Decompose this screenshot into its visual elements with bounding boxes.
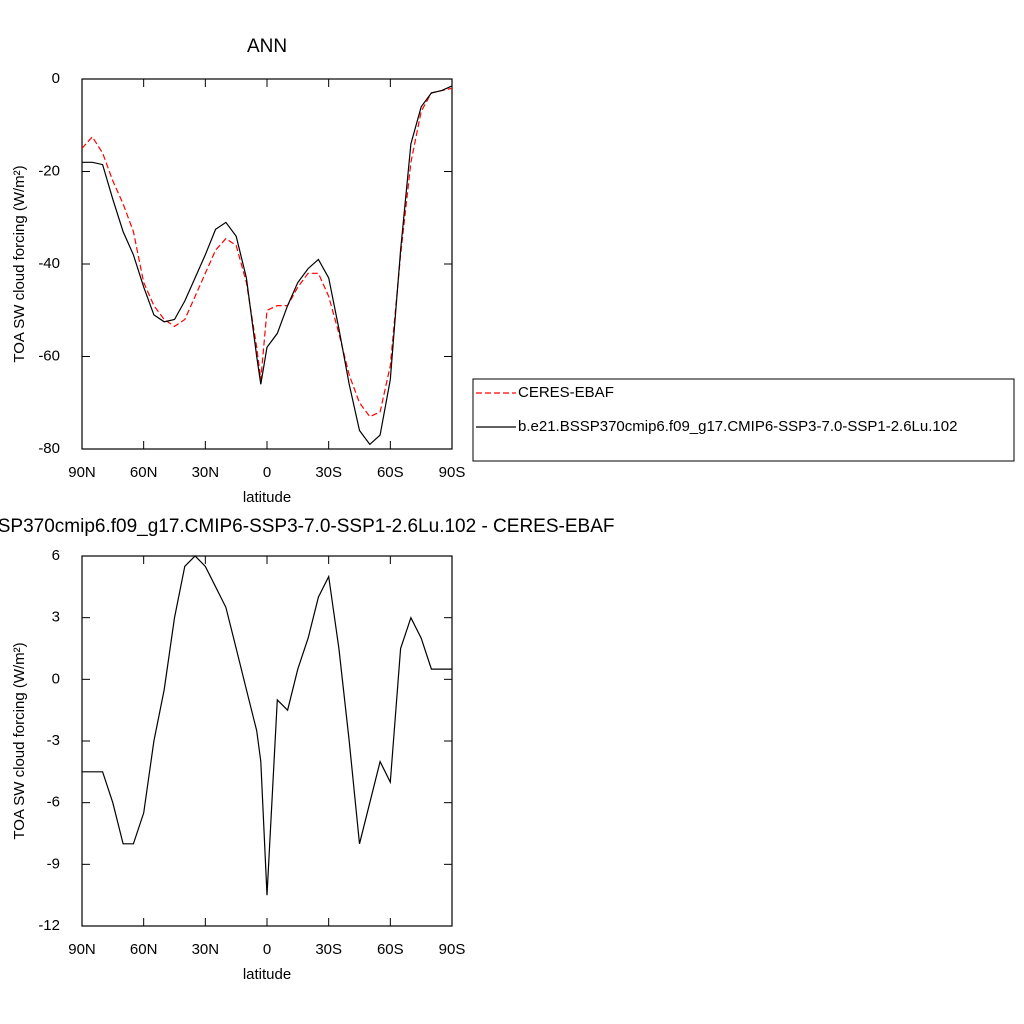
x-tick-label: 60S <box>377 941 404 958</box>
y-tick-label: -60 <box>38 347 60 364</box>
y-tick-label: -6 <box>47 794 60 811</box>
x-tick-label: 90S <box>439 464 466 481</box>
x-tick-label: 30S <box>315 941 342 958</box>
x-tick-label: 60N <box>130 464 158 481</box>
y-tick-label: -80 <box>38 440 60 457</box>
x-tick-label: 30N <box>192 941 220 958</box>
x-tick-label: 90S <box>439 941 466 958</box>
y-tick-label: 0 <box>52 70 60 87</box>
legend-label: b.e21.BSSP370cmip6.f09_g17.CMIP6-SSP3-7.… <box>518 418 957 435</box>
y-tick-label: -12 <box>38 917 60 934</box>
plot-frame <box>81 555 453 927</box>
y-tick-label: 3 <box>52 609 60 626</box>
x-axis-label: latitude <box>243 489 291 506</box>
y-tick-label: -9 <box>47 855 60 872</box>
chart-title: b.e21.BSSP370cmip6.f09_g17.CMIP6-SSP3-7.… <box>0 516 614 537</box>
x-tick-label: 0 <box>263 941 271 958</box>
x-axis-label: latitude <box>243 966 291 983</box>
legend-label: CERES-EBAF <box>518 384 614 401</box>
y-tick-label: -3 <box>47 732 60 749</box>
x-tick-label: 90N <box>68 941 96 958</box>
x-tick-label: 60S <box>377 464 404 481</box>
data-line <box>82 85 453 446</box>
data-line <box>81 87 453 418</box>
x-tick-label: 30N <box>192 464 220 481</box>
chart-title: ANN <box>247 36 287 57</box>
y-tick-label: 6 <box>52 547 60 564</box>
x-tick-label: 30S <box>315 464 342 481</box>
data-line <box>82 555 452 896</box>
x-tick-label: 90N <box>68 464 96 481</box>
legend-box <box>472 378 1015 462</box>
y-tick-label: 0 <box>52 670 60 687</box>
x-tick-label: 60N <box>130 941 158 958</box>
y-axis-label: TOA SW cloud forcing (W/m²) <box>11 165 28 362</box>
plot-frame <box>81 78 453 450</box>
y-tick-label: -40 <box>38 255 60 272</box>
y-tick-label: -20 <box>38 162 60 179</box>
y-axis-label: TOA SW cloud forcing (W/m²) <box>11 642 28 839</box>
x-tick-label: 0 <box>263 464 271 481</box>
